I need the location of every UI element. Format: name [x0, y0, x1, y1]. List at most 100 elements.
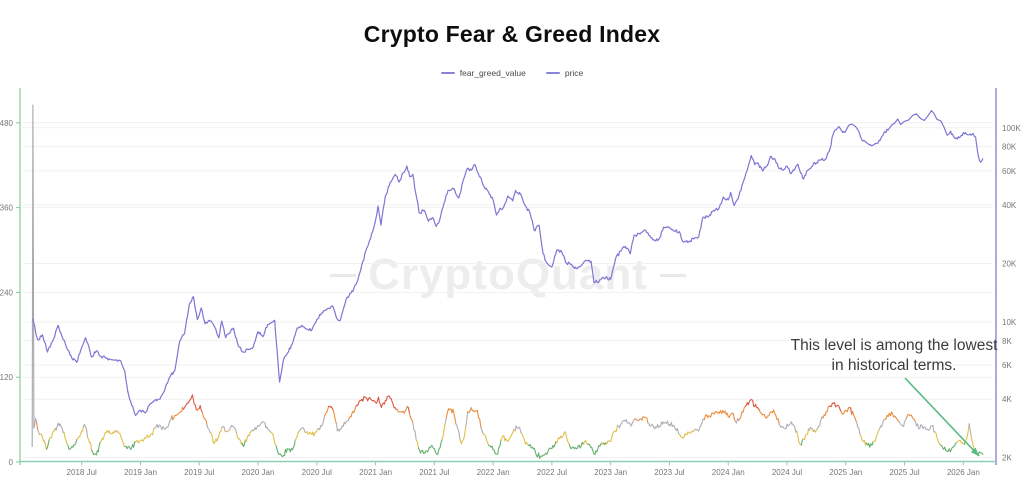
fear-greed-line-segment: [34, 417, 38, 425]
fear-greed-line-segment: [914, 421, 936, 433]
fear-greed-line-segment: [828, 401, 842, 412]
legend-label: price: [564, 68, 584, 78]
fear-greed-line-segment: [500, 428, 516, 443]
fear-greed-line-segment: [872, 428, 881, 443]
fear-greed-line-segment: [639, 416, 649, 424]
axis-tick-label: 2023 Jan: [594, 468, 627, 477]
fear-greed-line-segment: [744, 399, 761, 412]
fear-greed-line-segment: [527, 440, 557, 459]
fear-greed-line-segment: [37, 428, 41, 436]
fear-greed-line-segment: [964, 423, 970, 442]
cryptoquant-watermark: CryptoQuant: [318, 250, 698, 300]
axis-tick-label: 2020 Jul: [302, 468, 332, 477]
annotation-arrow: [904, 377, 980, 457]
fear-greed-line-segment: [45, 438, 50, 450]
axis-tick-label: 100K: [1002, 124, 1021, 133]
axis-tick-label: 2022 Jul: [537, 468, 567, 477]
axis-tick-label: 2020 Jan: [242, 468, 275, 477]
fear-greed-line-segment: [568, 441, 585, 450]
fear-greed-line-segment: [851, 410, 858, 423]
fear-greed-line-segment: [415, 439, 420, 449]
fear-greed-line-segment: [76, 425, 85, 440]
axis-tick-label: 2K: [1002, 454, 1012, 463]
fear-greed-line-segment: [482, 433, 490, 447]
fear-greed-line-segment: [241, 439, 246, 448]
fear-greed-line-segment: [348, 405, 357, 420]
fear-greed-line-segment: [39, 433, 47, 450]
fear-greed-line-segment: [455, 423, 461, 441]
fear-greed-line-segment: [465, 411, 469, 428]
watermark-line-icon: [659, 273, 686, 277]
axis-tick-label: 40K: [1002, 201, 1017, 210]
legend-label: fear_greed_value: [459, 68, 526, 78]
fear-greed-line-segment: [396, 406, 408, 414]
fear-greed-line-segment: [884, 411, 900, 423]
fear-greed-line-segment: [703, 409, 737, 423]
axis-tick-label: 2026 Jan: [947, 468, 980, 477]
axis-tick-label: 240: [0, 288, 14, 297]
fear-greed-line-segment: [124, 441, 137, 450]
fear-greed-line-segment: [87, 436, 93, 451]
fear-greed-line-segment: [317, 415, 326, 431]
fear-greed-line-segment: [956, 439, 965, 445]
annotation-arrowhead: [970, 447, 979, 456]
legend: fear_greed_value price: [0, 68, 1024, 78]
fear-greed-line-segment: [235, 432, 243, 445]
fear-greed-line-segment: [778, 421, 798, 433]
fear-greed-line-segment: [601, 442, 605, 445]
fear-greed-line-segment: [417, 438, 443, 455]
fear-greed-line-segment: [634, 418, 640, 421]
fear-greed-line-segment: [67, 438, 78, 450]
fear-greed-line-segment: [36, 421, 39, 430]
fear-greed-line-segment: [800, 438, 804, 446]
fear-greed-line-segment: [83, 423, 89, 439]
fear-greed-line-segment: [275, 439, 296, 458]
axis-tick-label: 4K: [1002, 395, 1012, 404]
fear-greed-line-segment: [796, 430, 802, 446]
fear-greed-line-segment: [335, 418, 350, 432]
axis-tick-label: 480: [0, 119, 14, 128]
fear-greed-line-segment: [898, 417, 908, 427]
fear-greed-line-segment: [332, 409, 337, 425]
fear-greed-line-segment: [225, 428, 231, 433]
price-line: [32, 109, 984, 417]
axis-tick-label: 8K: [1002, 337, 1012, 346]
axis-tick-label: 80K: [1002, 143, 1017, 152]
legend-item-fear-greed[interactable]: fear_greed_value: [440, 68, 526, 78]
fear-greed-line-segment: [694, 418, 705, 432]
fear-greed-line-segment: [324, 406, 330, 417]
fear-greed-line-segment: [201, 411, 208, 426]
fear-greed-line-segment: [221, 426, 227, 433]
axis-tick-label: 2025 Jan: [829, 468, 862, 477]
fear-greed-line-segment: [855, 421, 861, 435]
fear-greed-line-segment: [859, 433, 867, 446]
fear-greed-line-segment: [940, 441, 958, 453]
axis-tick-label: 20K: [1002, 260, 1017, 269]
fear-greed-line-segment: [970, 435, 975, 450]
legend-item-price[interactable]: price: [545, 68, 584, 78]
fear-greed-line-segment: [210, 426, 223, 445]
axis-tick-label: 2019 Jan: [124, 468, 157, 477]
axis-tick-label: 2018 Jul: [67, 468, 97, 477]
fear-greed-line-segment: [647, 420, 680, 435]
fear-greed-line-segment: [459, 426, 467, 445]
fear-greed-line-segment: [801, 428, 811, 441]
fear-greed-line-segment: [480, 426, 484, 435]
axis-tick-label: 6K: [1002, 361, 1012, 370]
fear-greed-line-segment: [408, 412, 414, 423]
fear-greed-line-segment: [63, 431, 69, 446]
fear-greed-line-segment: [251, 421, 272, 433]
axis-tick-label: 0: [9, 458, 14, 467]
fear-greed-line-segment: [934, 431, 942, 446]
fear-greed-line-segment: [154, 415, 173, 431]
fear-greed-line-segment: [198, 404, 203, 413]
fear-greed-line-segment: [31, 104, 36, 448]
fear-greed-line-segment: [171, 406, 185, 421]
axis-tick-label: 2023 Jul: [654, 468, 684, 477]
fear-greed-line-segment: [99, 430, 117, 443]
fear-greed-line-segment: [444, 416, 447, 424]
fear-greed-line-segment: [808, 426, 815, 433]
fear-greed-line-segment: [678, 429, 696, 439]
